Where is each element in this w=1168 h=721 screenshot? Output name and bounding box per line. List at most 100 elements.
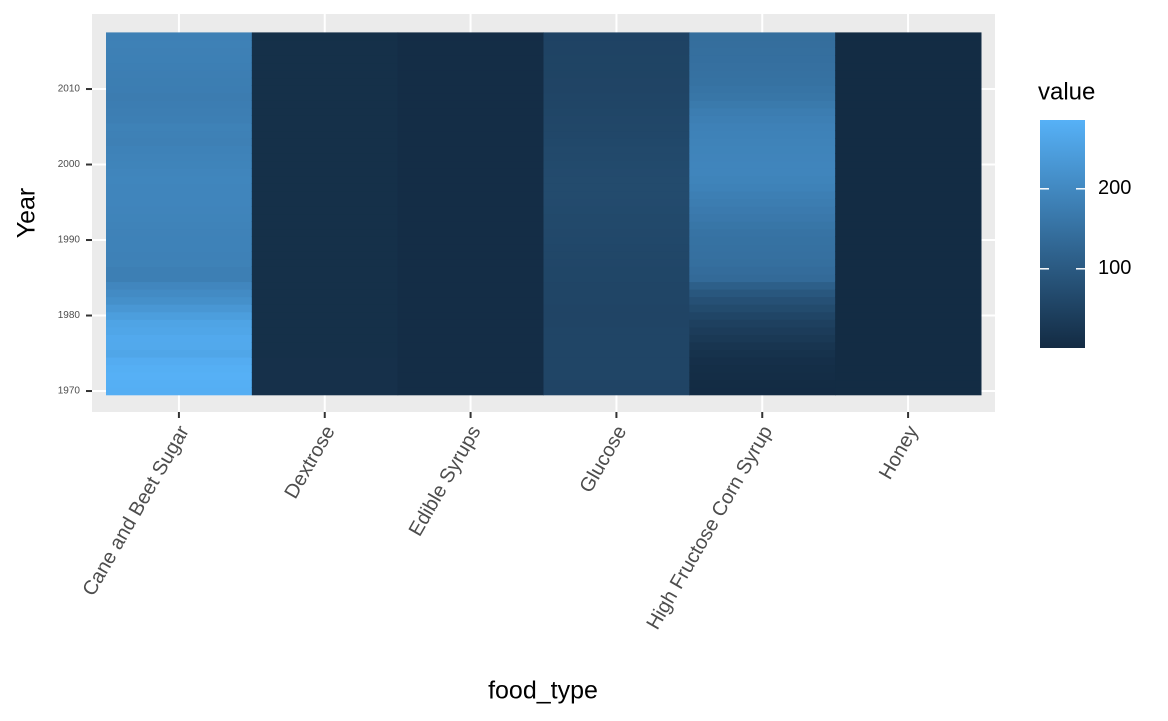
tile	[251, 266, 399, 275]
tile	[106, 160, 253, 169]
tile	[835, 160, 982, 169]
colorbar-tick-label: 200	[1098, 177, 1131, 199]
tile	[543, 311, 690, 320]
tile	[543, 100, 690, 109]
tile	[835, 326, 982, 335]
tile	[543, 228, 690, 237]
tile	[543, 130, 690, 139]
tile	[251, 289, 399, 298]
tile	[835, 145, 982, 154]
tile	[689, 183, 836, 192]
tile	[835, 206, 982, 215]
tile	[106, 70, 253, 79]
tile	[689, 115, 836, 124]
tile	[251, 70, 399, 79]
tile	[251, 341, 399, 350]
tile	[251, 326, 399, 335]
tile	[251, 236, 399, 245]
tile	[251, 258, 399, 267]
tile	[689, 77, 836, 86]
tile	[397, 341, 544, 350]
tile	[397, 77, 544, 86]
tile	[251, 198, 399, 207]
tile	[251, 311, 399, 320]
tile	[543, 364, 690, 373]
tile	[543, 55, 690, 64]
tile	[106, 168, 253, 177]
tile	[106, 304, 253, 313]
tile	[397, 266, 544, 275]
tile	[106, 372, 253, 381]
tile	[835, 289, 982, 298]
tile	[397, 274, 544, 283]
tile	[835, 357, 982, 366]
tile	[835, 39, 982, 48]
tile	[106, 274, 253, 283]
tile	[397, 258, 544, 267]
tile	[835, 70, 982, 79]
tile	[251, 213, 399, 222]
tile	[251, 123, 399, 132]
tile	[835, 379, 982, 388]
tile	[835, 258, 982, 267]
tile	[689, 311, 836, 320]
tile	[251, 138, 399, 147]
tile	[397, 190, 544, 199]
tile	[543, 168, 690, 177]
tile	[689, 198, 836, 207]
tile	[251, 100, 399, 109]
tile	[397, 326, 544, 335]
tile	[835, 221, 982, 230]
tile	[397, 304, 544, 313]
tile	[397, 55, 544, 64]
tile	[835, 168, 982, 177]
tile	[106, 296, 253, 305]
tile	[543, 47, 690, 56]
tile	[835, 190, 982, 199]
tile	[835, 77, 982, 86]
tile	[397, 100, 544, 109]
tile	[689, 168, 836, 177]
tile	[397, 115, 544, 124]
x-tick-label: Edible Syrups	[405, 422, 486, 540]
tile	[397, 47, 544, 56]
tile	[106, 206, 253, 215]
tile	[689, 175, 836, 184]
tile	[835, 243, 982, 252]
tile	[106, 190, 253, 199]
tile	[835, 364, 982, 373]
tile	[106, 47, 253, 56]
tile	[251, 372, 399, 381]
tile	[689, 92, 836, 101]
tile	[251, 92, 399, 101]
tile	[106, 153, 253, 162]
tile	[543, 341, 690, 350]
tile	[397, 364, 544, 373]
tile	[543, 319, 690, 328]
tile	[689, 62, 836, 71]
tile	[106, 55, 253, 64]
tile	[543, 289, 690, 298]
tile	[106, 289, 253, 298]
y-tick-label: 1980	[58, 310, 81, 321]
tile	[835, 349, 982, 358]
tile	[251, 145, 399, 154]
tile	[543, 62, 690, 71]
tile	[106, 39, 253, 48]
tile	[251, 221, 399, 230]
tile	[397, 138, 544, 147]
tile	[251, 387, 399, 396]
y-tick-label: 1990	[58, 235, 81, 246]
tile	[835, 175, 982, 184]
tile	[835, 341, 982, 350]
tile	[543, 183, 690, 192]
tile	[106, 258, 253, 267]
tile	[251, 296, 399, 305]
tile	[835, 130, 982, 139]
tile	[689, 236, 836, 245]
tile	[835, 85, 982, 94]
tile	[543, 379, 690, 388]
tile	[689, 123, 836, 132]
tile	[689, 153, 836, 162]
tile	[543, 258, 690, 267]
